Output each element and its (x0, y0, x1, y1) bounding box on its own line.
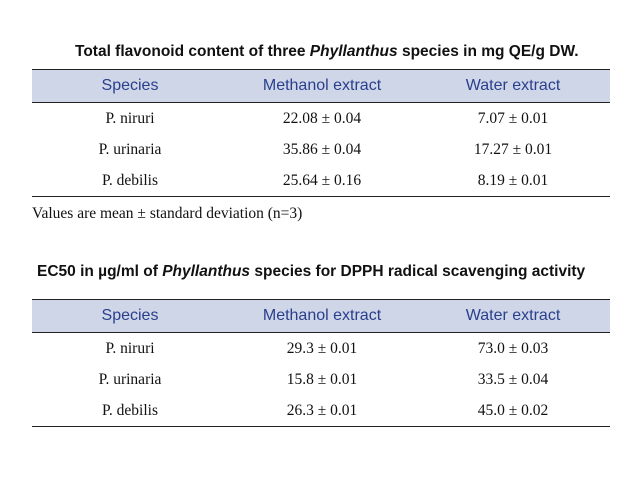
water-value: 33.5 ± 0.04 (477, 370, 549, 388)
header-water-extract: Water extract (465, 307, 561, 324)
table-row: P. debilis 26.3 ± 0.01 45.0 ± 0.02 (32, 395, 610, 426)
water-value: 17.27 ± 0.01 (473, 140, 553, 158)
water-value: 7.07 ± 0.01 (477, 109, 549, 127)
header-species: Species (101, 77, 159, 94)
table2-caption-genus: Phyllanthus (162, 263, 251, 280)
ec50-table-header: Species Methanol extract Water extract (32, 299, 610, 333)
species-cell: P. urinaria (98, 140, 162, 158)
header-methanol-extract: Methanol extract (262, 77, 382, 94)
table-row: P. niruri 29.3 ± 0.01 73.0 ± 0.03 (32, 333, 610, 364)
species-cell: P. urinaria (98, 370, 162, 388)
table1-caption-after: species in mg QE/g DW. (397, 43, 579, 60)
methanol-value: 26.3 ± 0.01 (286, 401, 358, 419)
flavonoid-table-header: Species Methanol extract Water extract (32, 69, 610, 103)
species-cell: P. debilis (102, 171, 158, 189)
ec50-table: Species Methanol extract Water extract P… (32, 299, 610, 427)
header-species: Species (101, 307, 159, 324)
table2-caption: EC50 in µg/ml of Phyllanthus species for… (37, 263, 585, 281)
table1-caption: Total flavonoid content of three Phyllan… (75, 43, 579, 61)
header-methanol-extract: Methanol extract (262, 307, 382, 324)
methanol-value: 29.3 ± 0.01 (286, 339, 358, 357)
methanol-value: 15.8 ± 0.01 (286, 370, 358, 388)
table-row: P. niruri 22.08 ± 0.04 7.07 ± 0.01 (32, 103, 610, 134)
table-row: P. urinaria 15.8 ± 0.01 33.5 ± 0.04 (32, 364, 610, 395)
header-water-extract: Water extract (465, 77, 561, 94)
table-row: P. urinaria 35.86 ± 0.04 17.27 ± 0.01 (32, 134, 610, 165)
methanol-value: 35.86 ± 0.04 (282, 140, 362, 158)
flavonoid-table: Species Methanol extract Water extract P… (32, 69, 610, 197)
table1-caption-before: Total flavonoid content of three (75, 43, 310, 60)
species-cell: P. niruri (105, 339, 155, 357)
methanol-value: 22.08 ± 0.04 (282, 109, 362, 127)
table2-caption-after: species for DPPH radical scavenging acti… (250, 263, 586, 280)
table1-caption-genus: Phyllanthus (309, 43, 398, 60)
table1-footnote: Values are mean ± standard deviation (n=… (32, 205, 303, 222)
species-cell: P. debilis (102, 401, 158, 419)
water-value: 8.19 ± 0.01 (477, 171, 549, 189)
methanol-value: 25.64 ± 0.16 (282, 171, 362, 189)
species-cell: P. niruri (105, 109, 155, 127)
table-row: P. debilis 25.64 ± 0.16 8.19 ± 0.01 (32, 165, 610, 196)
water-value: 73.0 ± 0.03 (477, 339, 549, 357)
water-value: 45.0 ± 0.02 (477, 401, 549, 419)
table2-caption-before: EC50 in µg/ml of (37, 263, 163, 280)
